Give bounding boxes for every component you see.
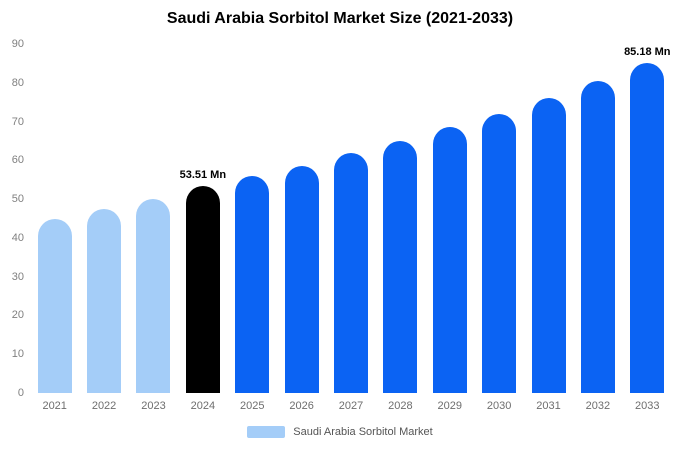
bar-2033	[630, 62, 665, 393]
bar-slot	[228, 44, 277, 393]
bar-2023	[136, 199, 171, 393]
y-tick-label: 90	[11, 38, 24, 50]
y-tick-label: 50	[11, 193, 24, 206]
x-axis-label: 2026	[289, 400, 314, 412]
y-tick-label: 10	[11, 348, 24, 361]
bar-slot	[425, 44, 474, 393]
y-tick-label: 80	[11, 76, 24, 89]
bar-2024	[185, 185, 220, 393]
x-axis-label: 2023	[141, 400, 166, 412]
x-axis-label: 2030	[486, 400, 512, 412]
bar-slot	[524, 44, 573, 393]
bar-slot	[573, 44, 622, 393]
bar-slot	[30, 44, 79, 393]
y-tick-label: 20	[11, 309, 24, 322]
bar-slot: 85.18 Mn	[623, 44, 672, 393]
bar-2032	[580, 80, 615, 393]
bar-2022	[87, 208, 122, 393]
x-axis-label: 2022	[91, 400, 117, 412]
legend-swatch-icon	[247, 426, 286, 438]
bar-2021	[37, 218, 72, 393]
bar-2028	[383, 140, 418, 393]
legend-label: Saudi Arabia Sorbitol Market	[293, 426, 433, 438]
bar-value-label: 85.18 Mn	[624, 45, 671, 58]
legend: Saudi Arabia Sorbitol Market	[0, 426, 680, 438]
bar-slot	[376, 44, 425, 393]
chart-title: Saudi Arabia Sorbitol Market Size (2021-…	[166, 10, 514, 27]
y-axis: 0 10 20 30 40 50 60 70 80 90	[0, 38, 26, 399]
bar-slot	[326, 44, 375, 393]
x-axis-label: 2028	[388, 400, 413, 412]
bar-2031	[531, 98, 566, 393]
y-tick-label: 60	[11, 154, 24, 167]
bar-2027	[333, 152, 368, 393]
bar-slot	[277, 44, 326, 393]
y-tick-label: 70	[11, 115, 24, 128]
y-tick-label: 40	[11, 231, 24, 244]
bar-slot	[129, 44, 178, 393]
y-tick-label: 0	[17, 387, 24, 399]
x-axis-label: 2029	[437, 400, 463, 412]
x-axis-label: 2021	[42, 400, 67, 412]
x-axis-label: 2024	[190, 400, 216, 412]
bar-slot	[79, 44, 128, 393]
x-axis-label: 2025	[239, 400, 265, 412]
bar-2029	[432, 127, 467, 393]
bar-value-label: 53.51 Mn	[179, 168, 227, 181]
x-axis-label: 2027	[338, 400, 364, 412]
plot-area: 53.51 Mn 85.18 Mn	[30, 44, 672, 393]
x-axis-label: 2031	[536, 400, 561, 412]
y-tick-label: 30	[11, 270, 24, 283]
x-axis-label: 2032	[585, 400, 611, 412]
x-axis-label: 2033	[635, 400, 660, 412]
bar-2025	[235, 175, 270, 393]
bar-2026	[284, 166, 319, 393]
bar-slot: 53.51 Mn	[178, 44, 227, 393]
bar-2030	[482, 113, 517, 393]
bar-slot	[474, 44, 523, 393]
